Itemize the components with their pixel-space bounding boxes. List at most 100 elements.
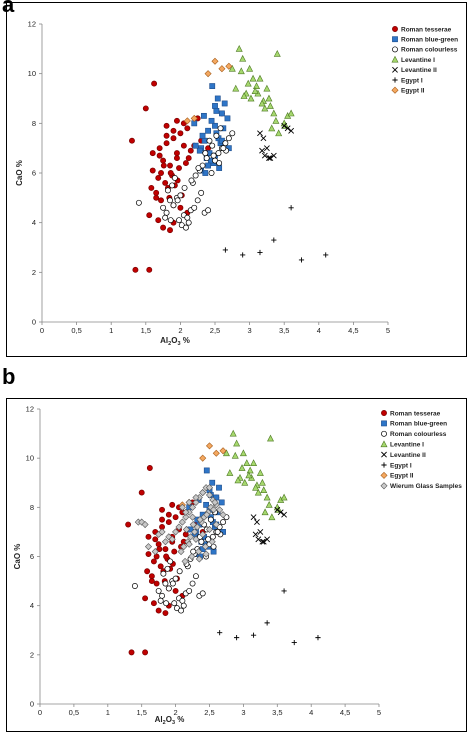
data-point (205, 127, 211, 134)
legend-marker (380, 440, 388, 448)
y-tick-label: 6 (32, 169, 36, 178)
data-point (256, 74, 264, 82)
data-point (131, 583, 138, 589)
data-point (145, 533, 152, 540)
data-point (149, 150, 156, 157)
data-point (234, 476, 242, 484)
legend-marker (392, 26, 398, 32)
data-point (257, 249, 263, 256)
x-tick-label: 2,5 (204, 708, 214, 717)
series-roman-tesserae (125, 465, 220, 656)
data-point (163, 600, 170, 607)
data-point (181, 184, 188, 191)
x-tick-label: 4 (309, 708, 313, 717)
data-point (164, 565, 171, 572)
y-tick-label: 12 (26, 405, 34, 414)
x-tick-label: 3,5 (279, 326, 289, 335)
data-point (167, 170, 174, 176)
data-point (150, 558, 157, 565)
data-point (213, 108, 220, 114)
data-point (212, 122, 218, 129)
data-point (191, 528, 199, 536)
legend-marker (391, 86, 399, 94)
data-point (249, 74, 257, 82)
y-tick-label: 0 (32, 318, 36, 327)
data-point (189, 513, 197, 521)
data-point (205, 484, 214, 492)
data-point (265, 94, 273, 102)
data-point (263, 84, 271, 92)
data-point (222, 449, 230, 457)
y-tick-label: 8 (30, 503, 34, 512)
data-point (155, 217, 162, 224)
data-point (239, 54, 247, 62)
x-tick-label: 4 (317, 326, 321, 335)
x-tick-label: 2 (178, 326, 182, 335)
legend-label: Wierum Glass Samples (390, 483, 462, 490)
data-point (132, 266, 139, 273)
data-point (196, 147, 203, 154)
data-point (268, 513, 276, 521)
data-point (291, 639, 297, 646)
data-point (228, 64, 236, 72)
data-point (179, 597, 186, 604)
data-point (205, 162, 211, 169)
legend-marker (380, 471, 388, 479)
data-point (233, 439, 241, 447)
data-point (180, 543, 188, 551)
x-tick-label: 0,5 (71, 326, 81, 335)
data-point (163, 553, 170, 560)
data-point (225, 62, 233, 70)
legend-marker (381, 410, 387, 416)
data-point (202, 150, 209, 157)
data-point (202, 550, 210, 558)
data-point (163, 122, 170, 129)
data-point (270, 109, 278, 117)
legend-marker (392, 36, 398, 43)
data-point (157, 563, 164, 570)
legend-label: Egypt II (390, 473, 414, 480)
series-wierum-glass-samples (134, 484, 227, 565)
y-axis-title: CaO % (13, 544, 22, 570)
data-point (222, 247, 228, 253)
data-point (195, 555, 203, 563)
data-point (178, 607, 184, 614)
data-point (165, 585, 172, 592)
data-point (138, 518, 146, 526)
data-point (192, 498, 200, 506)
y-tick-label: 8 (32, 119, 36, 128)
data-point (206, 137, 213, 144)
data-point (170, 135, 177, 142)
chart-b: 0 0,5 1 1,5 2 2,5 3 3,5 4 4,5 5 0 2 4 6 8 10 12 Al2O3 % CaO… (13, 405, 462, 727)
data-point (205, 491, 214, 499)
series-levantine-ii (250, 506, 287, 545)
data-point (161, 538, 169, 546)
data-point (185, 155, 192, 162)
data-point (267, 434, 275, 442)
data-point (186, 533, 195, 541)
data-point (188, 552, 196, 561)
series-levantine-i (222, 429, 288, 521)
data-point (275, 129, 283, 137)
data-point (211, 57, 219, 65)
data-point (176, 165, 182, 171)
data-point (158, 170, 164, 176)
data-point (241, 478, 249, 486)
legend-marker (381, 451, 387, 458)
data-point (257, 528, 264, 535)
data-point (152, 536, 159, 543)
data-point (183, 117, 191, 125)
data-point (216, 484, 222, 491)
data-point (209, 83, 216, 89)
data-point (190, 114, 198, 122)
data-point (288, 127, 295, 134)
data-point (160, 162, 167, 169)
y-tick-label: 2 (30, 650, 34, 659)
legend-label: Roman colourless (390, 431, 447, 438)
data-point (258, 478, 266, 486)
data-point (220, 145, 227, 152)
data-point (235, 44, 243, 52)
data-point (159, 506, 165, 513)
data-point (217, 630, 223, 636)
